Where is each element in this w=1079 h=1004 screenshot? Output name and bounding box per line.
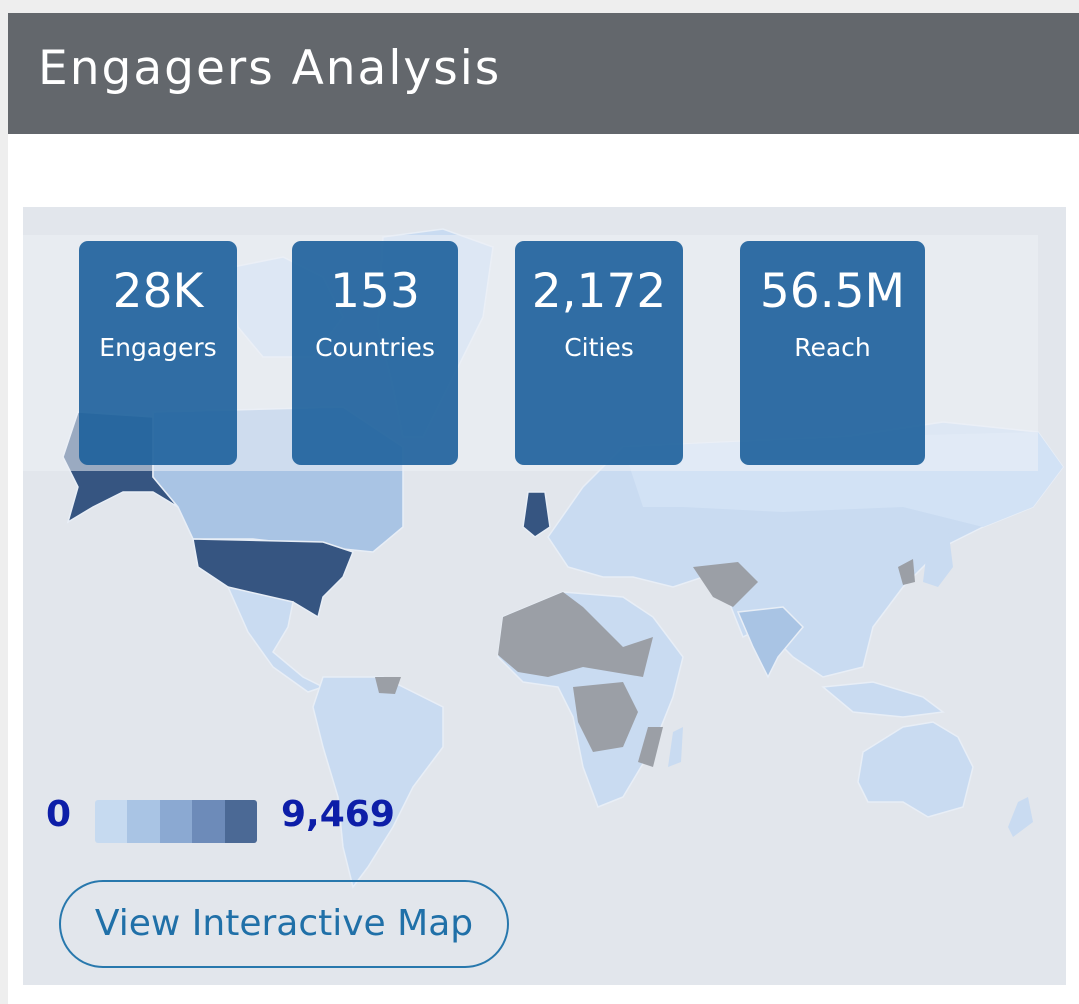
legend-step <box>127 800 160 843</box>
card-header: Engagers Analysis <box>8 13 1079 134</box>
usa <box>192 538 354 619</box>
stat-value: 2,172 <box>531 264 667 319</box>
stat-card-engagers: 28K Engagers <box>79 241 237 465</box>
north-korea <box>898 559 915 585</box>
africa-north-gray <box>498 592 653 677</box>
view-interactive-map-button[interactable]: View Interactive Map <box>59 880 509 968</box>
legend-step <box>159 800 193 843</box>
japan <box>923 527 953 587</box>
stat-label: Reach <box>794 333 871 362</box>
afghanistan <box>693 562 758 607</box>
top-strip <box>0 0 1079 13</box>
legend-step <box>192 800 225 843</box>
australia <box>857 721 974 818</box>
legend-step <box>224 800 257 843</box>
legend-max-value: 9,469 <box>281 794 395 835</box>
map-panel: 28K Engagers 153 Countries 2,172 Cities … <box>23 207 1066 985</box>
stat-label: Engagers <box>99 333 217 362</box>
stat-card-reach: 56.5M Reach <box>740 241 925 465</box>
stat-label: Countries <box>315 333 435 362</box>
mozambique-gray <box>638 727 663 767</box>
legend-min-value: 0 <box>46 794 72 835</box>
south-america <box>312 676 444 889</box>
indonesia <box>821 681 945 718</box>
stat-card-countries: 153 Countries <box>292 241 458 465</box>
stat-value: 56.5M <box>759 264 906 319</box>
africa-central-gray <box>573 682 638 752</box>
mexico <box>226 585 325 693</box>
page-title: Engagers Analysis <box>38 41 502 96</box>
stat-value: 28K <box>112 264 204 319</box>
new-zealand <box>1008 797 1033 837</box>
stat-value: 153 <box>330 264 420 319</box>
madagascar <box>668 727 683 767</box>
india <box>736 606 805 679</box>
legend-color-scale <box>95 800 257 843</box>
stat-card-cities: 2,172 Cities <box>515 241 683 465</box>
stat-label: Cities <box>564 333 634 362</box>
venezuela <box>375 677 401 694</box>
legend-step <box>95 800 128 843</box>
uk <box>522 491 551 538</box>
